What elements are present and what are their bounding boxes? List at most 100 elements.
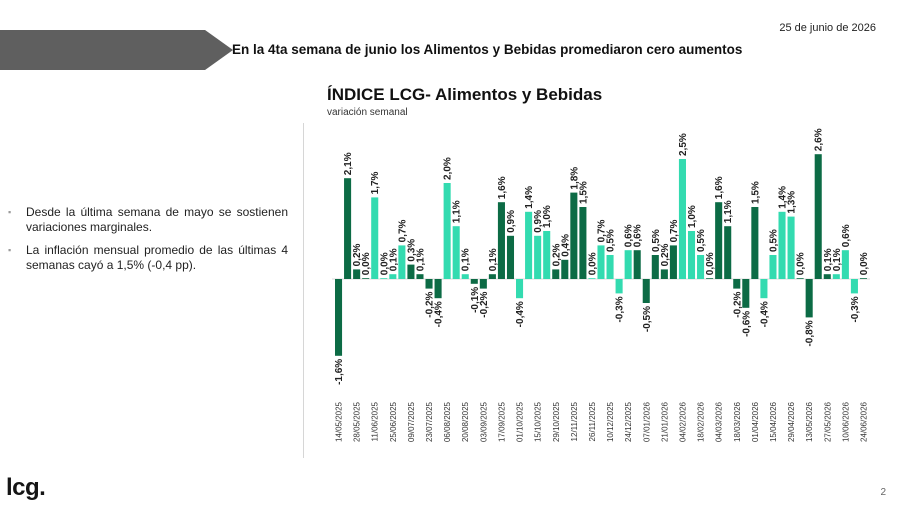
chart-bar [697,255,705,279]
data-label: 2,0% [443,157,454,180]
data-label: 0,9% [533,210,544,233]
data-label: 0,0% [361,252,372,275]
x-tick-label: 28/05/2025 [353,401,362,442]
chart-bar [832,274,840,279]
chart-bar [805,279,813,318]
chart-bar [335,279,343,356]
x-tick-label: 24/12/2025 [624,401,633,442]
chart-bar [733,279,741,289]
chart-bar [425,279,433,289]
data-label: -0,4% [759,301,770,327]
chart-bar [724,226,732,279]
chart-bar [642,279,650,303]
data-label: 1,5% [578,181,589,204]
data-label: 1,4% [778,186,789,209]
data-label: 0,2% [660,243,671,266]
data-label: 0,1% [488,248,499,271]
chart-bar [479,279,487,289]
chart-bar [760,279,768,299]
data-label: -0,2% [732,291,743,317]
data-label: 0,0% [379,252,390,275]
x-tick-label: 21/01/2026 [660,401,669,442]
x-tick-label: 03/09/2025 [479,401,488,442]
chart-bar [751,207,759,279]
x-tick-label: 29/10/2025 [552,401,561,442]
data-label: 0,5% [651,229,662,252]
data-label: 0,6% [841,224,852,247]
data-label: 0,7% [669,219,680,242]
x-tick-label: 29/04/2026 [787,401,796,442]
data-label: 0,2% [551,243,562,266]
data-label: 1,6% [714,176,725,199]
data-label: -0,6% [741,311,752,337]
x-tick-label: 20/08/2025 [461,401,470,442]
chart-bar [669,245,677,279]
chart-bar [687,231,696,279]
chart-bar [443,183,451,279]
chart-bar [407,264,415,279]
chart-bar [742,279,750,308]
data-label: 0,7% [397,219,408,242]
bullet-item: Desde la última semana de mayo se sostie… [8,205,288,235]
x-tick-label: 15/04/2026 [769,401,778,442]
chart-bar [561,259,569,279]
chart-bar [660,269,668,279]
report-date: 25 de junio de 2026 [779,22,876,34]
chart-bar [850,279,858,294]
data-label: 0,5% [696,229,707,252]
data-label: 2,1% [343,152,354,175]
chart-bar [353,269,361,279]
x-tick-label: 17/09/2025 [497,401,506,442]
data-label: 0,1% [832,248,843,271]
chart-bar [588,278,596,279]
data-label: 1,6% [497,176,508,199]
header-banner [0,30,233,70]
chart-bar [452,226,460,279]
page-number: 2 [880,487,886,498]
chart-bar [715,202,723,279]
chart-bar [841,250,849,279]
x-tick-label: 09/07/2025 [407,401,416,442]
data-label: -0,3% [615,296,626,322]
data-label: 0,0% [705,252,716,275]
chart-bar [516,279,524,299]
data-label: 0,5% [768,229,779,252]
x-tick-label: 26/11/2025 [588,401,597,441]
chart-bar [633,250,641,279]
data-label: 0,1% [388,248,399,271]
data-label: 1,0% [687,205,698,228]
chart-bar [534,235,542,279]
data-label: 1,0% [542,205,553,228]
data-label: 1,7% [370,171,381,194]
x-tick-label: 15/10/2025 [534,401,543,442]
data-label: 1,1% [723,200,734,223]
chart-bar [796,278,804,279]
data-label: 1,3% [787,191,798,214]
x-tick-label: 14/05/2025 [335,401,344,442]
chart-bar [624,250,632,279]
chart-bar [434,279,442,299]
data-label: 1,4% [524,186,535,209]
chart-bar [552,269,560,279]
data-label: -0,2% [425,291,436,317]
x-tick-label: 27/05/2026 [823,401,832,442]
data-label: 0,6% [633,224,644,247]
chart-bar [597,245,605,279]
page-headline: En la 4ta semana de junio los Alimentos … [232,42,743,57]
chart-bar [380,278,388,279]
data-label: 0,4% [560,234,571,257]
x-tick-label: 13/05/2026 [805,401,814,442]
data-label: -1,6% [334,359,345,385]
chart-bar [543,231,551,279]
data-label: 2,5% [678,133,689,156]
chart-bar [488,274,496,279]
x-tick-label: 25/06/2025 [389,401,398,442]
data-label: 1,5% [750,181,761,204]
x-tick-label: 07/01/2026 [642,401,651,442]
x-tick-label: 04/03/2026 [715,401,724,442]
chart-bar [778,211,786,279]
data-label: 0,6% [624,224,635,247]
data-label: -0,4% [515,301,526,327]
lcg-logo: lcg. [6,474,46,501]
